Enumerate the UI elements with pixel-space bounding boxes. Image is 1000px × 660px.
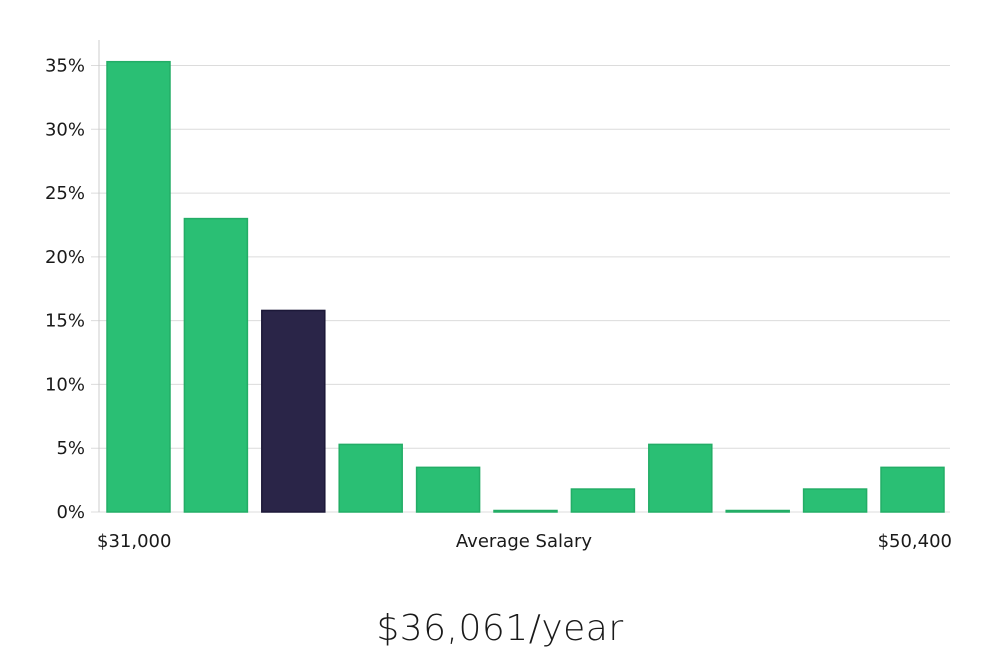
y-axis-ticks: 0% 5% 10% 15% 20% 25% 30% 35% bbox=[45, 56, 85, 523]
bar bbox=[725, 509, 790, 513]
bar bbox=[183, 217, 249, 513]
bar bbox=[415, 466, 481, 513]
bar-highlighted bbox=[261, 309, 326, 513]
y-tick-label: 5% bbox=[56, 438, 85, 459]
y-tick-label: 35% bbox=[45, 56, 85, 77]
y-tick-label: 25% bbox=[45, 183, 85, 204]
bar bbox=[880, 466, 945, 513]
bar bbox=[802, 488, 868, 513]
y-tick-label: 30% bbox=[45, 119, 85, 140]
y-tick-label: 0% bbox=[56, 502, 85, 523]
bar bbox=[106, 60, 171, 513]
bar bbox=[570, 488, 636, 513]
bar bbox=[338, 443, 403, 513]
bar bbox=[648, 443, 713, 513]
bars bbox=[106, 60, 945, 513]
y-tick-label: 15% bbox=[45, 311, 85, 332]
x-axis-label: Average Salary bbox=[456, 531, 593, 552]
x-min-label: $31,000 bbox=[97, 531, 171, 552]
bar bbox=[493, 509, 558, 513]
salary-histogram: 0% 5% 10% 15% 20% 25% 30% 35% $31,000 Average S… bbox=[45, 40, 952, 552]
y-tick-label: 20% bbox=[45, 247, 85, 268]
y-tick-label: 10% bbox=[45, 374, 85, 395]
x-max-label: $50,400 bbox=[878, 531, 952, 552]
average-salary-value: $36,061/year bbox=[376, 608, 624, 649]
